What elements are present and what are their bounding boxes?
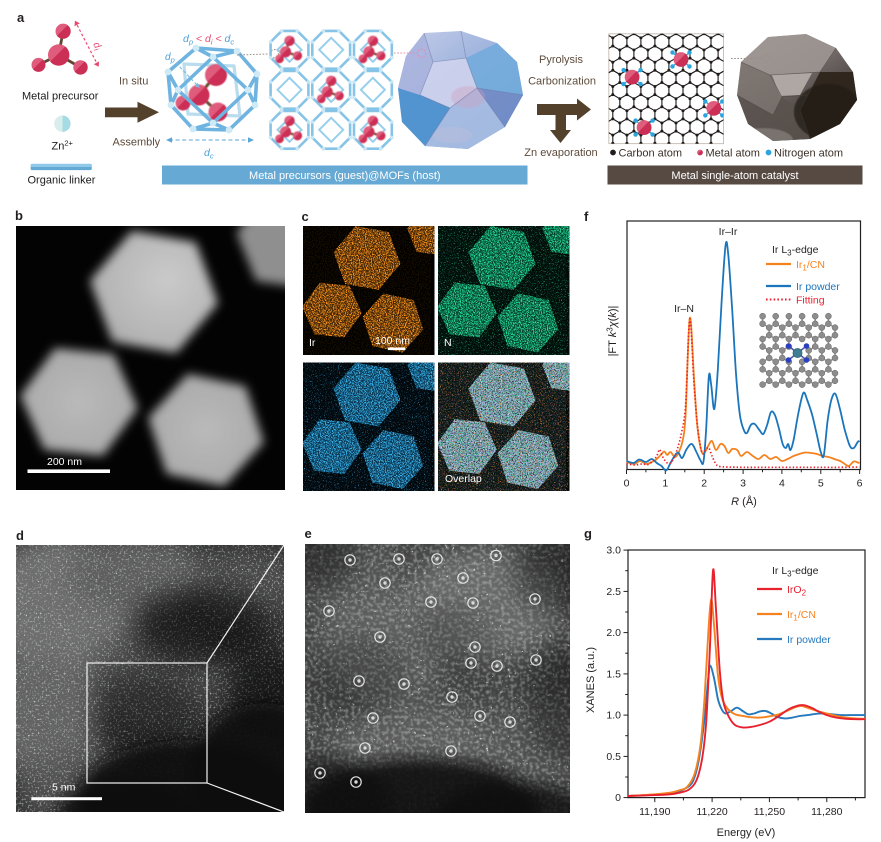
svg-text:0: 0 [624, 478, 630, 490]
svg-text:di: di [89, 40, 103, 52]
svg-text:|FT k3χ(k)|: |FT k3χ(k)| [606, 306, 620, 357]
svg-text:4: 4 [779, 478, 785, 490]
svg-text:3.0: 3.0 [606, 545, 621, 557]
svg-text:Ir1/CN: Ir1/CN [787, 609, 816, 623]
svg-text:2.0: 2.0 [606, 627, 621, 639]
svg-text:Assembly: Assembly [113, 137, 161, 149]
svg-text:Overlap: Overlap [445, 473, 482, 485]
svg-text:100 nm: 100 nm [375, 335, 410, 347]
svg-text:2.5: 2.5 [606, 586, 621, 598]
svg-text:1.0: 1.0 [606, 710, 621, 722]
svg-text:11,250: 11,250 [754, 806, 785, 818]
svg-text:Fitting: Fitting [796, 295, 825, 307]
svg-text:Ir–Ir: Ir–Ir [719, 226, 738, 238]
svg-text:Ir: Ir [309, 337, 316, 349]
svg-text:Energy (eV): Energy (eV) [717, 827, 776, 839]
svg-text:Carbon atom: Carbon atom [619, 148, 683, 160]
svg-text:5 nm: 5 nm [52, 782, 76, 794]
svg-text:Zn2+: Zn2+ [52, 139, 74, 153]
svg-text:11,190: 11,190 [639, 806, 670, 818]
svg-text:Organic linker: Organic linker [28, 175, 96, 187]
svg-text:dp: dp [165, 52, 175, 65]
svg-text:0: 0 [615, 792, 621, 804]
svg-text:Ir1/CN: Ir1/CN [796, 259, 825, 273]
svg-text:In situ: In situ [119, 76, 148, 88]
svg-text:XANES (a.u.): XANES (a.u.) [585, 647, 597, 713]
svg-text:dc: dc [204, 147, 214, 161]
svg-text:Ir powder: Ir powder [796, 281, 840, 293]
svg-text:N: N [444, 337, 452, 349]
svg-text:Carbonization: Carbonization [528, 76, 596, 88]
svg-text:200 nm: 200 nm [47, 456, 82, 468]
svg-text:Metal precursors (guest)@MOFs: Metal precursors (guest)@MOFs (host) [249, 170, 441, 182]
svg-text:Pyrolysis: Pyrolysis [539, 54, 584, 66]
svg-text:Metal precursor: Metal precursor [22, 91, 99, 103]
svg-text:11,280: 11,280 [811, 806, 842, 818]
svg-text:3: 3 [740, 478, 746, 490]
svg-text:Ir L3-edge: Ir L3-edge [772, 565, 819, 579]
svg-text:Metal single-atom catalyst: Metal single-atom catalyst [671, 170, 798, 182]
svg-text:5: 5 [818, 478, 824, 490]
svg-text:Metal atom: Metal atom [706, 148, 760, 160]
svg-text:Zn evaporation: Zn evaporation [524, 147, 597, 159]
svg-text:Ir powder: Ir powder [787, 634, 831, 646]
svg-text:6: 6 [857, 478, 863, 490]
svg-text:IrO2: IrO2 [787, 584, 807, 598]
svg-text:0.5: 0.5 [606, 751, 621, 763]
svg-text:2: 2 [701, 478, 707, 490]
svg-text:dp < di < dc: dp < di < dc [183, 33, 234, 47]
svg-text:Nitrogen atom: Nitrogen atom [774, 148, 843, 160]
svg-text:R (Å): R (Å) [731, 495, 757, 508]
svg-text:Ir–N: Ir–N [674, 303, 694, 315]
svg-text:Ir L3-edge: Ir L3-edge [772, 244, 819, 258]
svg-text:11,220: 11,220 [696, 806, 727, 818]
svg-text:1.5: 1.5 [606, 669, 621, 681]
svg-text:1: 1 [662, 478, 668, 490]
